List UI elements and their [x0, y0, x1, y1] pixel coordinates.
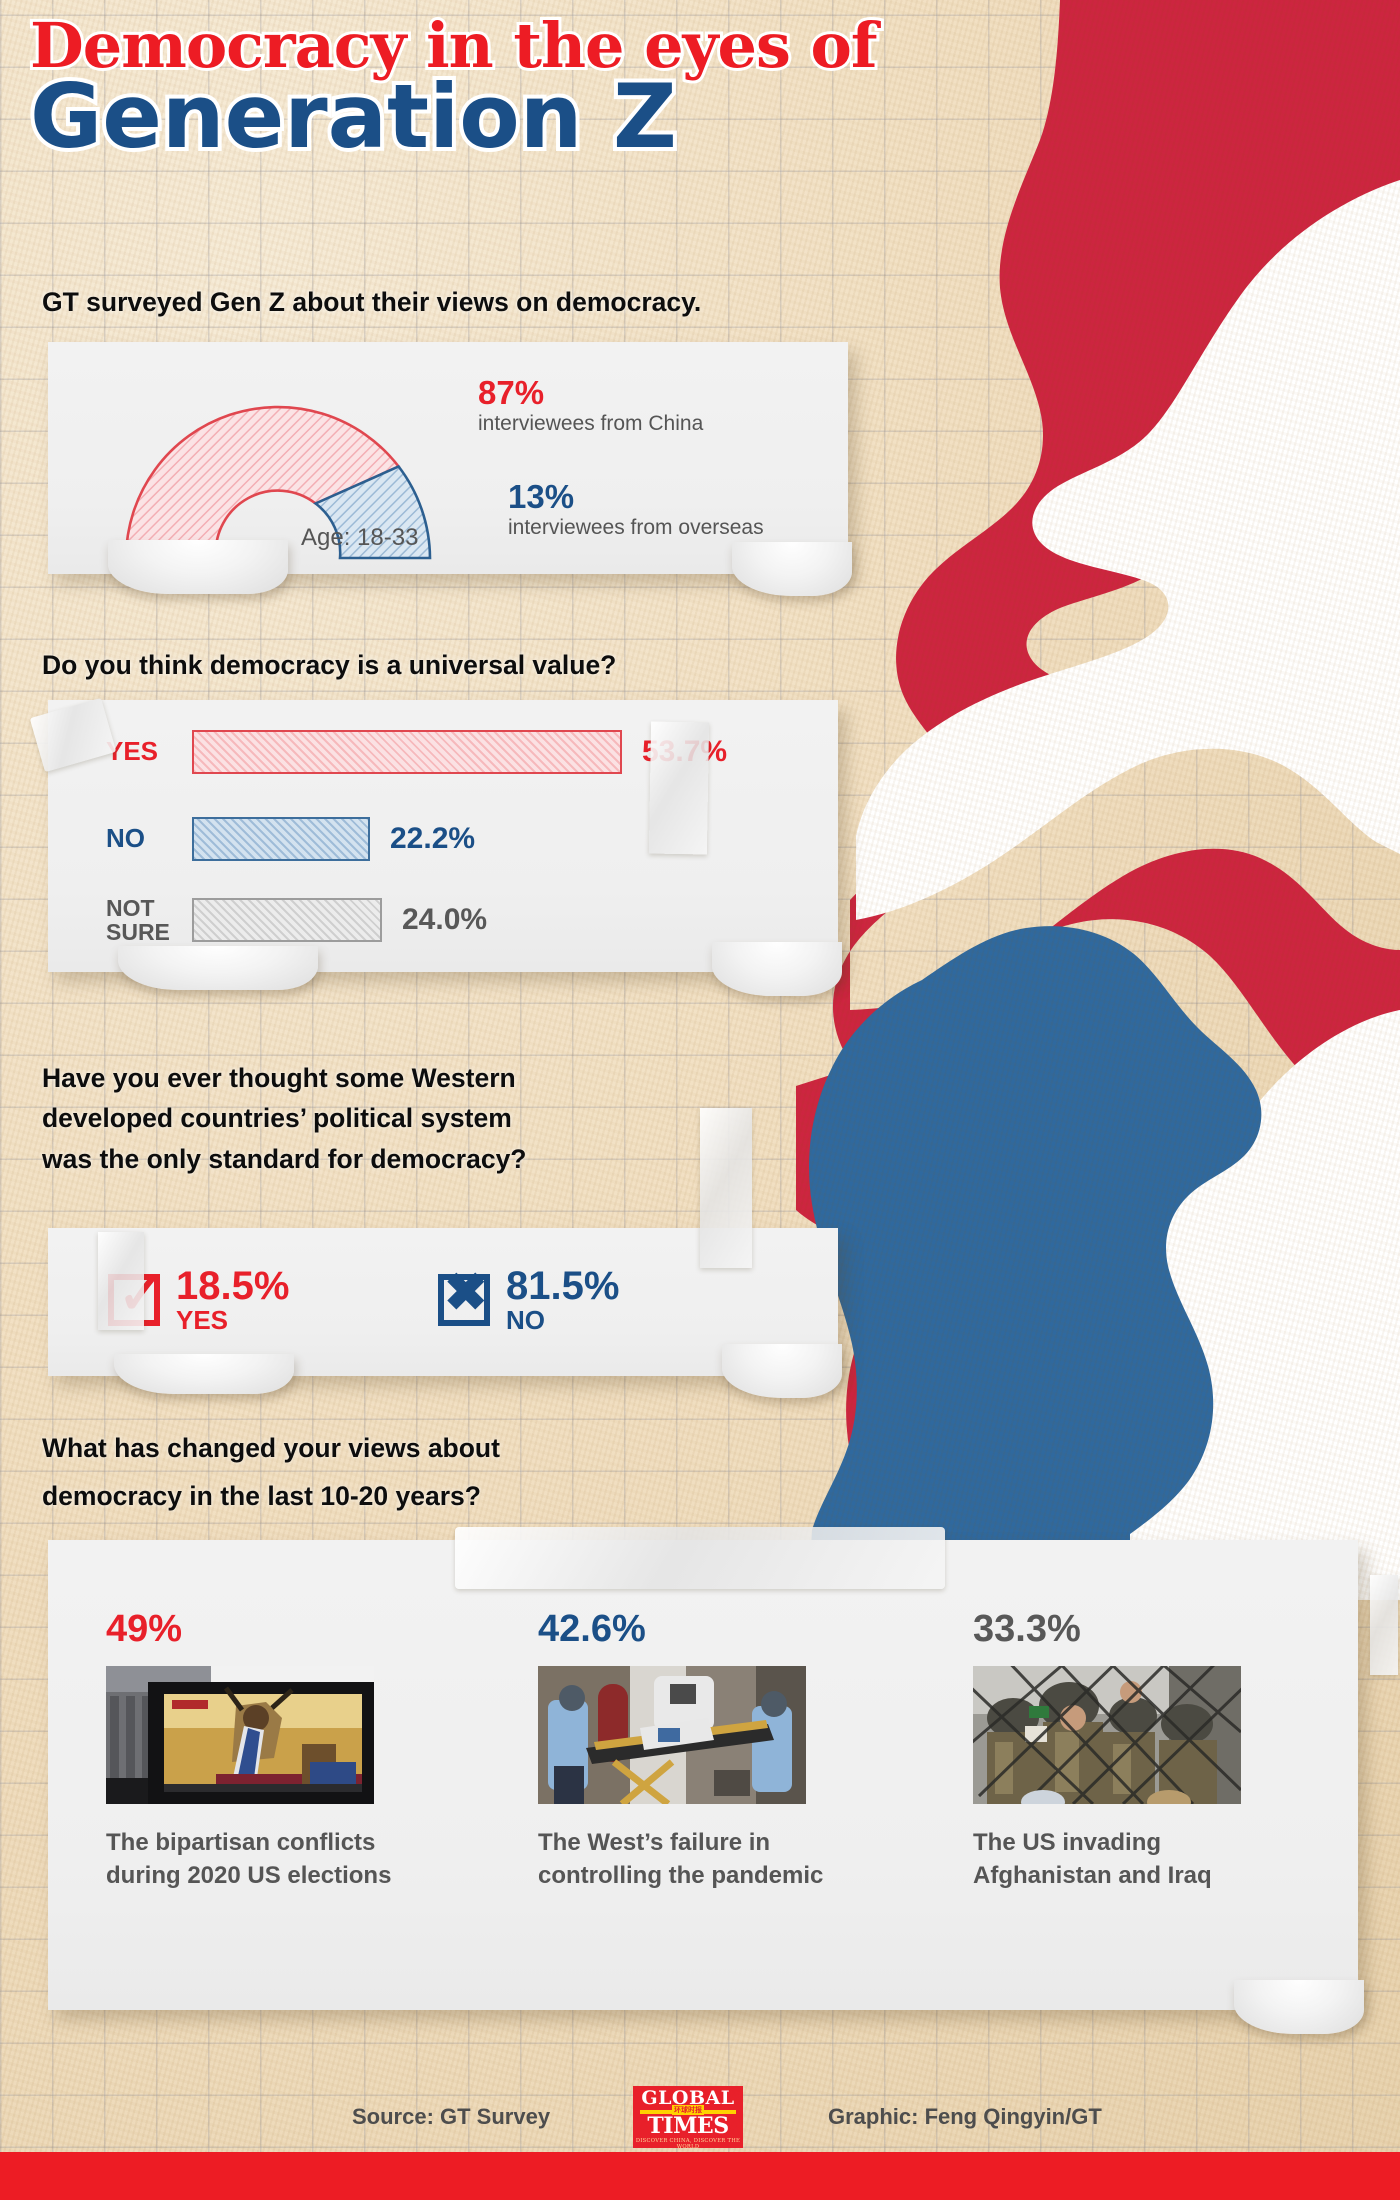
choice-yes-pct: 18.5% [176, 1264, 290, 1308]
bar-fill-no [192, 817, 370, 861]
driver-1-caption-line1: The bipartisan conflicts [106, 1829, 376, 1856]
tape-strip-western-left [98, 1232, 144, 1330]
card-curl-corner-3 [722, 1344, 842, 1398]
driver-1-pct: 49% [106, 1608, 183, 1650]
bar-row-yes: YES 53.7% [106, 730, 727, 774]
bar-label-not-sure-line1: NOT [106, 895, 155, 921]
card-curl-bottom-2 [118, 946, 318, 990]
blue-profile-silhouette [808, 926, 1262, 1600]
bar-label-not-sure-line2: SURE [106, 919, 170, 946]
bar-value-not-sure: 24.0% [402, 903, 488, 937]
donut-slice-china [124, 405, 401, 560]
logo-chinese-name: 环球时报 [672, 2105, 704, 2115]
intro-heading: GT surveyed Gen Z about their views on d… [42, 287, 702, 317]
driver-3-caption: The US invading Afghanistan and Iraq [973, 1826, 1263, 1892]
question-universal-value: Do you think democracy is a universal va… [42, 650, 617, 680]
driver-2-caption: The West’s failure in controlling the pa… [538, 1826, 828, 1892]
question-western-line2: developed countries’ political system [42, 1103, 512, 1134]
question-western-standard: Have you ever thought some Western devel… [42, 1058, 527, 1179]
white-profile-lower-silhouette [912, 1010, 1400, 1600]
bar-label-yes: YES [106, 736, 159, 767]
bar-fill-not-sure [192, 898, 382, 943]
question-changed-line2: democracy in the last 10-20 years? [42, 1480, 481, 1511]
us-capitol-riot-photo [106, 1666, 374, 1804]
legend-item-china: 87% interviewees from China [478, 376, 703, 436]
choice-no-pct: 81.5% [506, 1264, 620, 1308]
card-curl-corner-4 [1234, 1980, 1364, 2034]
soldiers-fence-photo [973, 1666, 1241, 1804]
tape-strip-universal-value-right [648, 721, 710, 855]
choice-yes-word: YES [176, 1304, 229, 1335]
bar-row-no: NO 22.2% [106, 817, 475, 861]
logo-tagline: DISCOVER CHINA, DISCOVER THE WORLD [635, 2137, 741, 2148]
page-title: Democracy in the eyes of Generation Z [26, 9, 881, 169]
title-line-1: Democracy in the eyes of [27, 9, 881, 82]
question-western-line3: was the only standard for democracy? [42, 1143, 527, 1174]
driver-2-caption-line2: controlling the pandemic [538, 1862, 824, 1890]
bar-row-not-sure: NOT SURE 24.0% [106, 896, 487, 944]
age-range-label: Age: 18-33 [301, 524, 419, 551]
global-times-logo: GLOBAL 环球时报 TIMES DISCOVER CHINA, DISCOV… [633, 2086, 743, 2148]
legend-china-pct: 87% [478, 374, 545, 411]
footer-source: Source: GT Survey [352, 2104, 551, 2129]
driver-3-pct: 33.3% [973, 1608, 1081, 1650]
driver-1-caption-line2: during 2020 US elections [106, 1862, 392, 1890]
changed-views-card: 49% [48, 1540, 1364, 2034]
universal-value-card: YES 53.7% NO 22.2% NOT SURE 24.0% [48, 700, 842, 996]
driver-2-pct: 42.6% [538, 1608, 646, 1650]
bar-value-no: 22.2% [390, 822, 476, 855]
legend-item-overseas: 13% interviewees from overseas [508, 480, 764, 540]
logo-line-1: GLOBAL [641, 2087, 735, 2109]
covid-stretcher-photo [538, 1666, 806, 1804]
x-glyph: ✖ [444, 1263, 488, 1322]
card-curl-bottom-3 [114, 1354, 294, 1394]
tape-strip-changed-views-right [1370, 1575, 1398, 1675]
western-standard-card: ✓ 18.5% YES ✖ 81.5% NO [48, 1228, 842, 1398]
card-curl-corner [732, 542, 852, 596]
legend-china-label: interviewees from China [478, 412, 704, 435]
checkbox-x-icon: ✖ [438, 1267, 490, 1326]
respondents-donut-chart: Age: 18-33 [108, 372, 448, 572]
tape-strip-western-right [700, 1108, 752, 1268]
driver-item-1: 49% [106, 1610, 396, 1892]
white-profile-silhouette [856, 180, 1400, 920]
bar-label-no: NO [106, 823, 145, 854]
legend-overseas-label: interviewees from overseas [508, 516, 764, 539]
question-changed-line1: What has changed your views about [42, 1433, 500, 1463]
red-profile-silhouette [796, 0, 1400, 1600]
driver-item-3: 33.3% [973, 1610, 1263, 1892]
card-curl-bottom [108, 540, 288, 594]
title-line-2: Generation Z [26, 65, 681, 169]
logo-line-2: TIMES [647, 2112, 729, 2139]
choice-no-word: NO [506, 1304, 545, 1335]
respondents-card: Age: 18-33 87% interviewees from China 1… [48, 342, 852, 596]
question-changed-views: What has changed your views about democr… [42, 1425, 500, 1520]
footer-credit: Graphic: Feng Qingyin/GT [828, 2104, 1102, 2129]
choice-no: ✖ 81.5% NO [438, 1266, 619, 1333]
footer: Source: GT Survey GLOBAL 环球时报 TIMES DISC… [0, 2080, 1400, 2152]
bar-label-not-sure: NOT SURE [106, 896, 192, 944]
donut-slice-overseas [313, 464, 432, 560]
legend-overseas-pct: 13% [508, 478, 575, 515]
driver-3-caption-line2: Afghanistan and Iraq [973, 1862, 1212, 1890]
question-western-line1: Have you ever thought some Western [42, 1063, 516, 1093]
bottom-accent-bar [0, 2152, 1400, 2200]
driver-2-caption-line1: The West’s failure in [538, 1829, 771, 1856]
driver-item-2: 42.6% [538, 1610, 828, 1892]
bar-fill-yes [192, 730, 622, 774]
tape-strip-changed-views [455, 1527, 945, 1589]
driver-1-caption: The bipartisan conflicts during 2020 US … [106, 1826, 396, 1892]
driver-3-caption-line1: The US invading [973, 1829, 1162, 1856]
card-curl-corner-2 [712, 942, 842, 996]
